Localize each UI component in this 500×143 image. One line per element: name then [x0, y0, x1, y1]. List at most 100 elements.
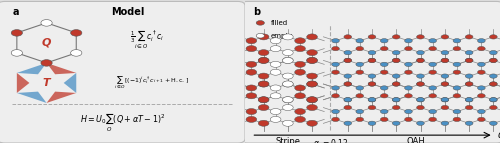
Circle shape	[392, 58, 400, 63]
Circle shape	[490, 98, 497, 102]
Circle shape	[258, 57, 269, 63]
Circle shape	[416, 58, 424, 62]
Circle shape	[392, 82, 400, 86]
Circle shape	[368, 50, 376, 55]
Circle shape	[368, 121, 376, 125]
Circle shape	[344, 105, 352, 110]
Circle shape	[490, 121, 497, 125]
Circle shape	[441, 98, 448, 102]
Circle shape	[258, 73, 269, 79]
Circle shape	[453, 39, 460, 43]
Circle shape	[294, 85, 306, 91]
Circle shape	[429, 70, 436, 74]
Circle shape	[490, 58, 497, 62]
Circle shape	[258, 97, 269, 103]
Circle shape	[332, 109, 340, 114]
Circle shape	[344, 98, 352, 102]
Circle shape	[246, 85, 256, 91]
Circle shape	[344, 98, 352, 102]
Circle shape	[306, 97, 318, 103]
Circle shape	[344, 82, 352, 86]
Circle shape	[478, 94, 485, 98]
Circle shape	[392, 50, 400, 55]
Text: b: b	[252, 7, 260, 17]
Circle shape	[466, 121, 473, 125]
Circle shape	[368, 74, 376, 78]
Circle shape	[380, 70, 388, 74]
Circle shape	[441, 35, 448, 39]
Circle shape	[282, 57, 293, 63]
Circle shape	[466, 98, 473, 102]
Circle shape	[392, 74, 400, 78]
Circle shape	[306, 34, 318, 40]
Circle shape	[258, 120, 269, 126]
Circle shape	[270, 69, 281, 75]
Circle shape	[453, 109, 460, 114]
Circle shape	[466, 58, 473, 63]
Circle shape	[306, 81, 318, 87]
Circle shape	[441, 58, 448, 62]
Circle shape	[380, 94, 388, 98]
Circle shape	[392, 58, 400, 62]
Circle shape	[294, 93, 306, 99]
Circle shape	[356, 94, 364, 98]
Circle shape	[246, 69, 256, 75]
Circle shape	[294, 109, 306, 115]
Circle shape	[380, 39, 388, 43]
Polygon shape	[17, 92, 46, 103]
Circle shape	[332, 39, 340, 43]
Circle shape	[392, 98, 400, 102]
Circle shape	[490, 82, 497, 86]
Circle shape	[246, 61, 256, 67]
Circle shape	[294, 69, 306, 75]
Circle shape	[392, 121, 400, 125]
Circle shape	[441, 98, 448, 102]
Circle shape	[344, 58, 352, 63]
Circle shape	[356, 86, 364, 90]
Text: T: T	[42, 78, 50, 88]
FancyBboxPatch shape	[0, 1, 245, 143]
Circle shape	[404, 86, 412, 90]
Polygon shape	[17, 73, 29, 93]
Circle shape	[344, 121, 352, 125]
Circle shape	[441, 82, 448, 86]
Circle shape	[429, 94, 436, 98]
Circle shape	[404, 46, 412, 51]
Circle shape	[441, 58, 448, 63]
Circle shape	[466, 58, 473, 62]
Circle shape	[429, 46, 436, 51]
Circle shape	[416, 82, 424, 86]
Polygon shape	[17, 63, 46, 74]
Circle shape	[332, 62, 340, 66]
Circle shape	[332, 117, 340, 122]
Circle shape	[258, 97, 269, 103]
Circle shape	[306, 73, 318, 79]
Circle shape	[270, 116, 281, 122]
Circle shape	[441, 82, 448, 86]
Circle shape	[344, 50, 352, 55]
Circle shape	[70, 50, 82, 56]
Circle shape	[258, 34, 269, 40]
Circle shape	[453, 117, 460, 122]
Circle shape	[368, 35, 376, 39]
Circle shape	[478, 46, 485, 51]
Circle shape	[368, 82, 376, 86]
Circle shape	[282, 81, 293, 87]
Circle shape	[429, 86, 436, 90]
Circle shape	[344, 82, 352, 86]
Circle shape	[429, 62, 436, 66]
Circle shape	[41, 60, 52, 66]
Circle shape	[429, 109, 436, 114]
Circle shape	[416, 82, 424, 86]
Text: $\alpha$: $\alpha$	[498, 130, 500, 140]
Circle shape	[306, 57, 318, 63]
Circle shape	[258, 81, 269, 87]
Circle shape	[282, 97, 293, 103]
Circle shape	[416, 58, 424, 63]
Circle shape	[490, 74, 497, 78]
Circle shape	[416, 35, 424, 39]
Circle shape	[416, 105, 424, 110]
Circle shape	[306, 57, 318, 63]
Circle shape	[11, 30, 22, 36]
Circle shape	[270, 93, 281, 99]
